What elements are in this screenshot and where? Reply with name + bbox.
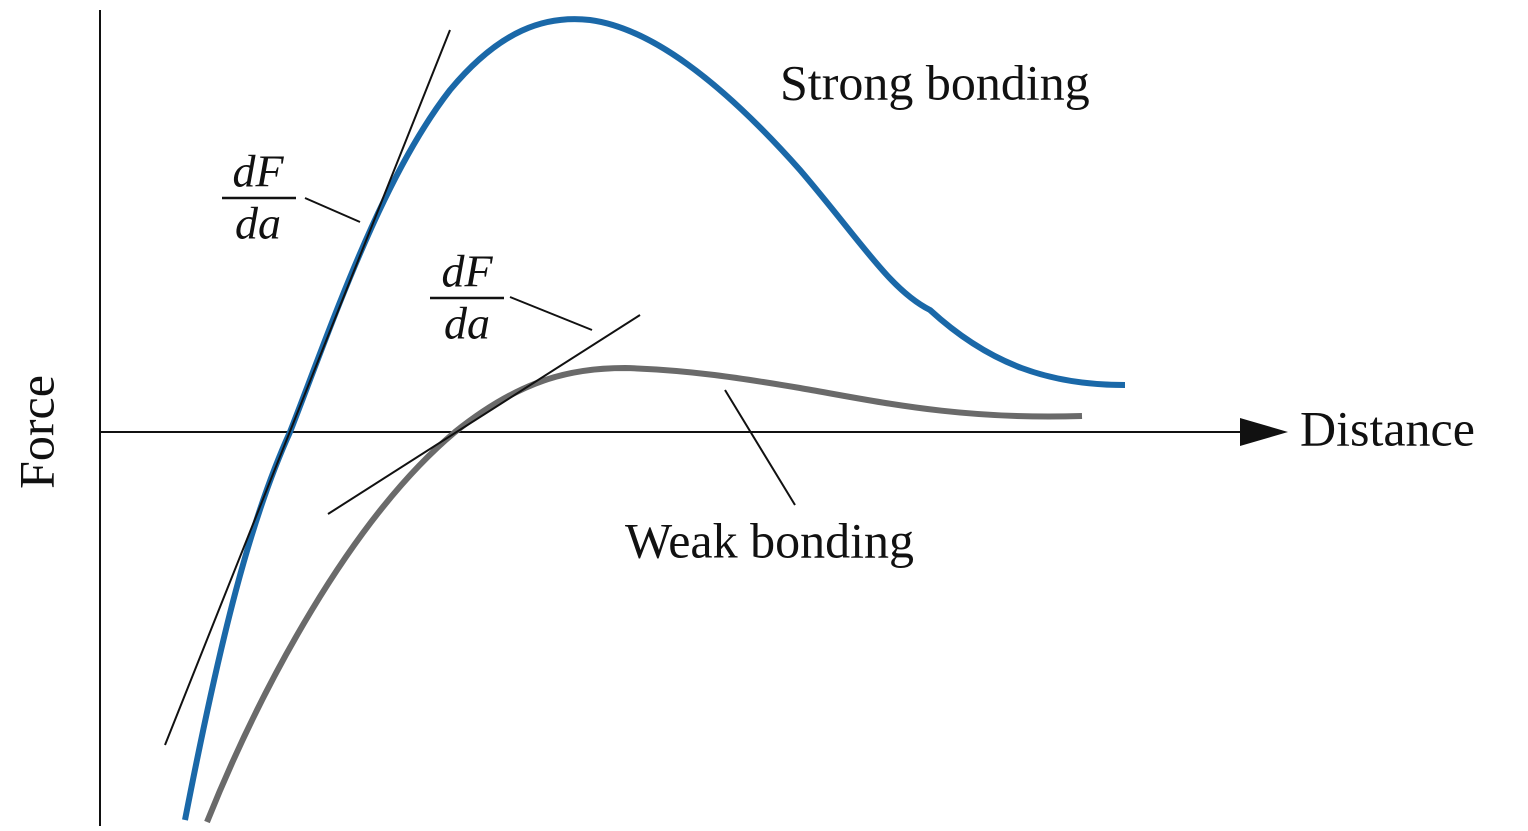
fraction-denominator: da xyxy=(235,198,281,249)
fraction-denominator: da xyxy=(444,298,490,349)
leader xyxy=(724,389,796,506)
fraction-numerator: dF xyxy=(441,246,493,297)
curve-label: Strong bonding xyxy=(780,54,1090,110)
leader xyxy=(304,197,361,223)
fraction-numerator: dF xyxy=(232,146,284,197)
tangent-strong xyxy=(164,29,451,746)
strong-curve xyxy=(182,16,1126,821)
y-axis-label: Force xyxy=(8,375,64,489)
curve-label: Weak bonding xyxy=(625,512,914,568)
x-axis-label: Distance xyxy=(1300,400,1475,456)
x-axis-arrow xyxy=(1240,418,1288,446)
weak-curve xyxy=(204,364,1083,824)
tangent-weak xyxy=(327,314,641,515)
leader xyxy=(509,296,593,331)
